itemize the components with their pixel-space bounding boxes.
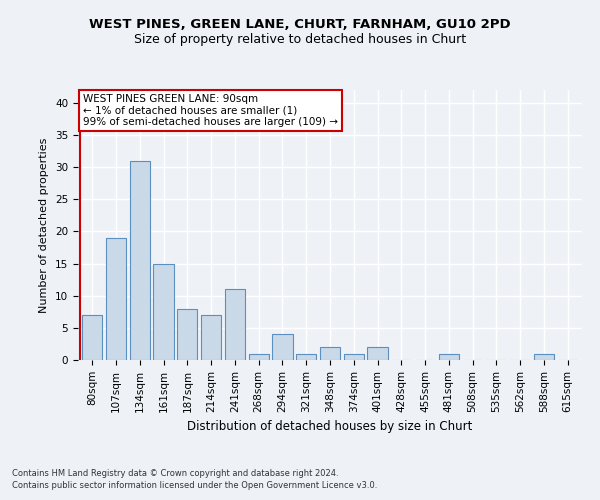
Text: WEST PINES, GREEN LANE, CHURT, FARNHAM, GU10 2PD: WEST PINES, GREEN LANE, CHURT, FARNHAM, … xyxy=(89,18,511,30)
Bar xyxy=(248,354,269,360)
Bar xyxy=(82,315,103,360)
Bar xyxy=(439,354,459,360)
Text: Contains public sector information licensed under the Open Government Licence v3: Contains public sector information licen… xyxy=(12,481,377,490)
Bar xyxy=(534,354,554,360)
Bar xyxy=(201,315,221,360)
Y-axis label: Number of detached properties: Number of detached properties xyxy=(40,138,49,312)
Text: Size of property relative to detached houses in Churt: Size of property relative to detached ho… xyxy=(134,32,466,46)
Bar xyxy=(154,264,173,360)
Bar xyxy=(296,354,316,360)
Text: WEST PINES GREEN LANE: 90sqm
← 1% of detached houses are smaller (1)
99% of semi: WEST PINES GREEN LANE: 90sqm ← 1% of det… xyxy=(83,94,338,127)
Bar xyxy=(272,334,293,360)
Text: Contains HM Land Registry data © Crown copyright and database right 2024.: Contains HM Land Registry data © Crown c… xyxy=(12,468,338,477)
Bar xyxy=(106,238,126,360)
Bar xyxy=(130,160,150,360)
Bar xyxy=(344,354,364,360)
Bar xyxy=(225,290,245,360)
Bar xyxy=(177,308,197,360)
Bar xyxy=(367,347,388,360)
Bar xyxy=(320,347,340,360)
X-axis label: Distribution of detached houses by size in Churt: Distribution of detached houses by size … xyxy=(187,420,473,433)
